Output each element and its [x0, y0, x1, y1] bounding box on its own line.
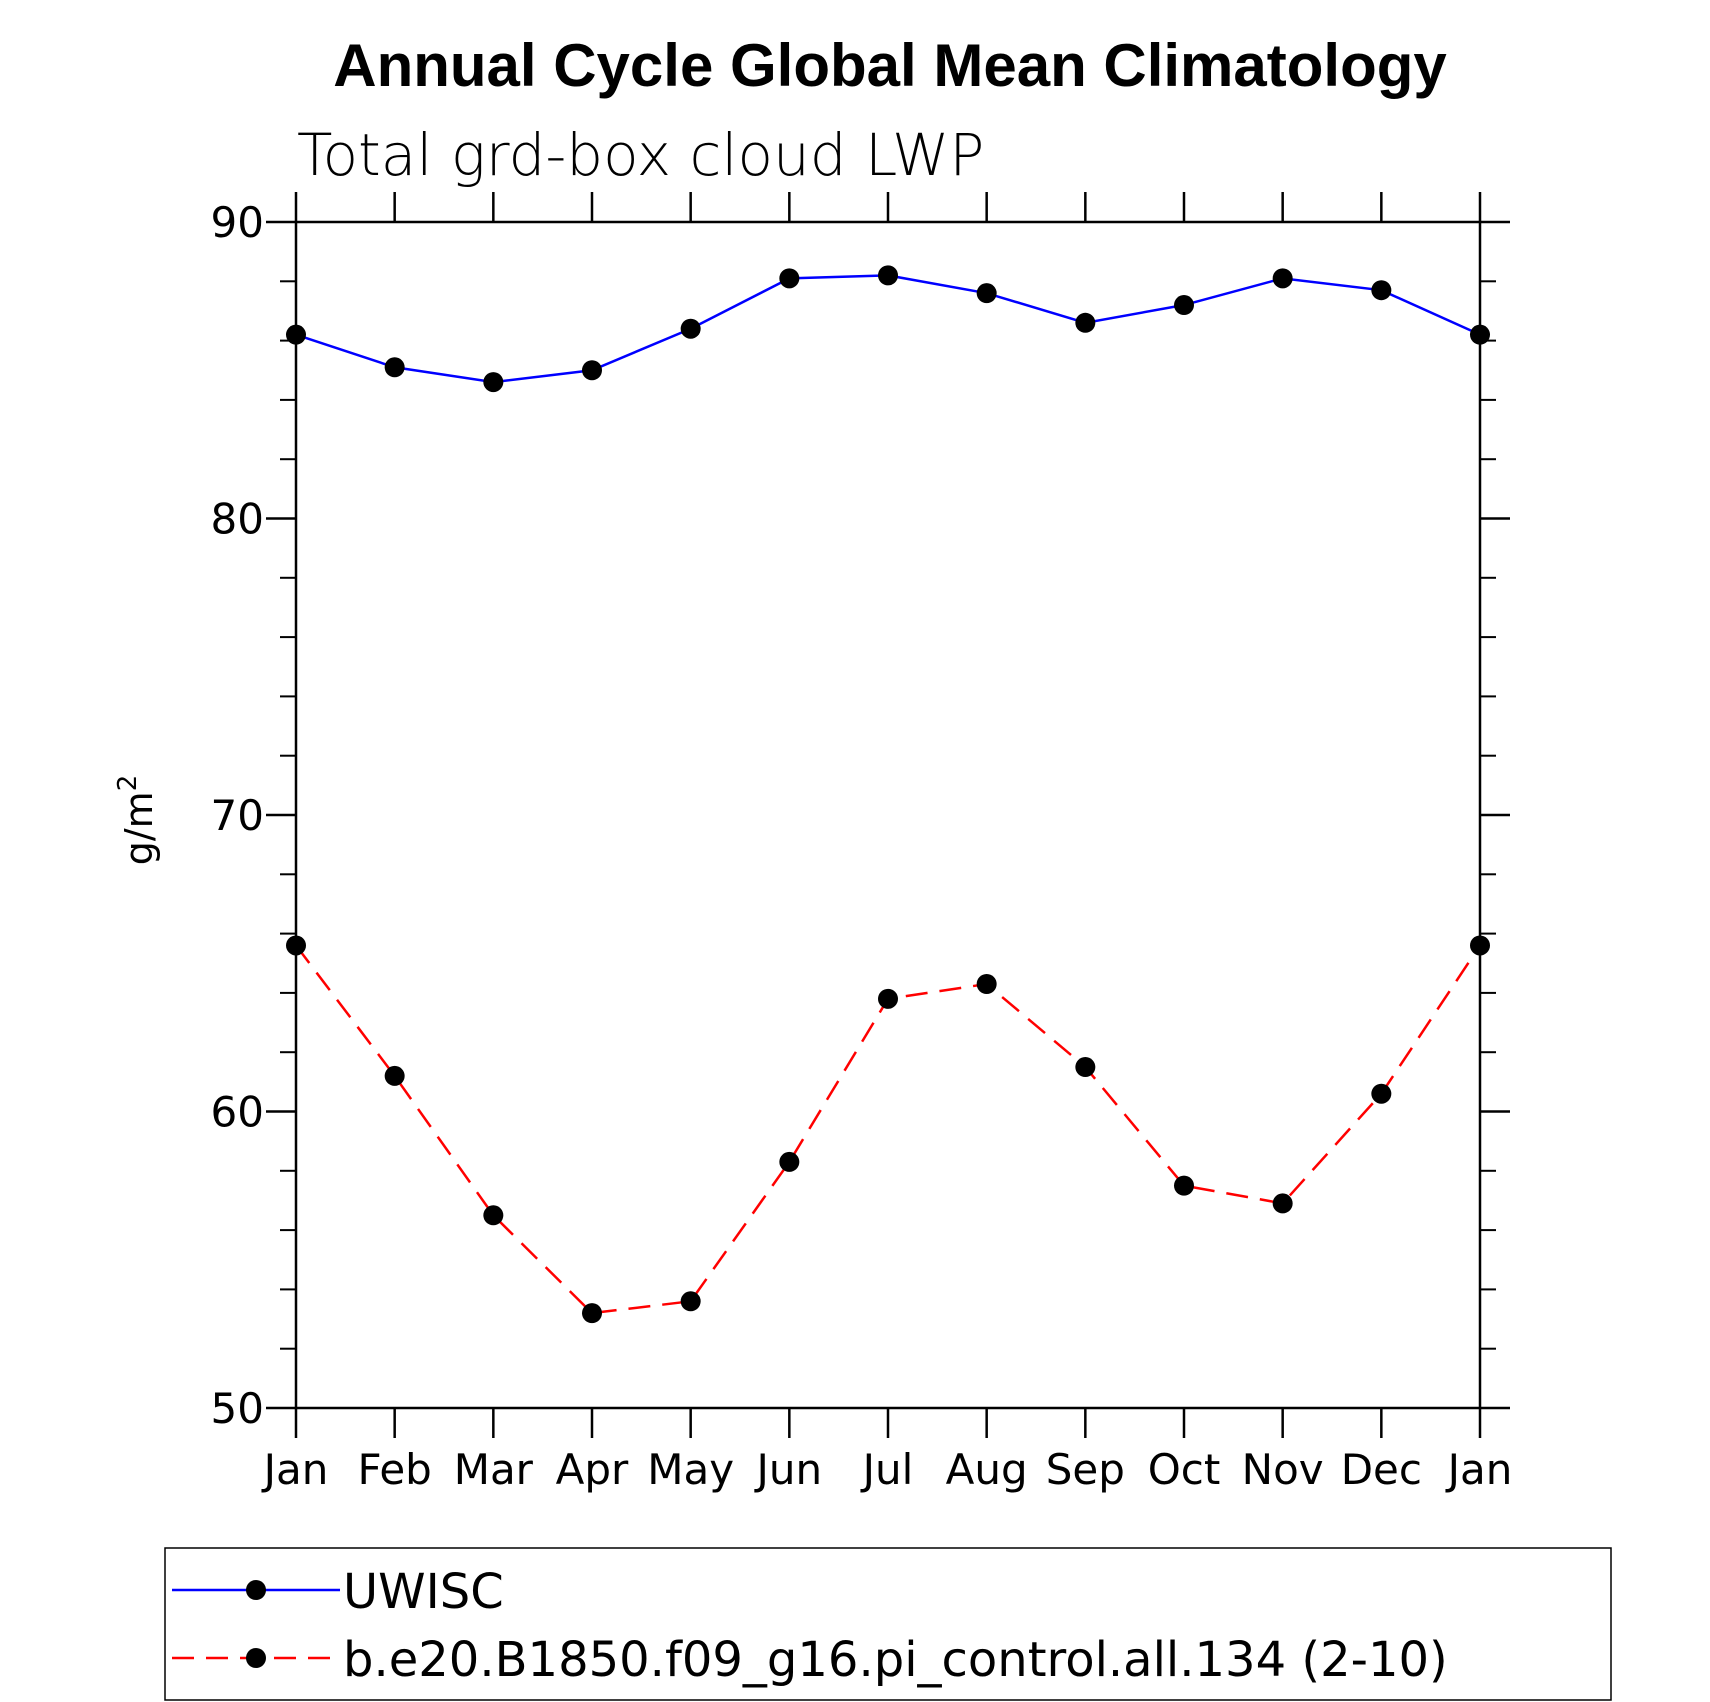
series-1-point: [483, 1205, 504, 1226]
legend-box: [164, 1547, 1612, 1701]
series-1-point: [286, 935, 306, 956]
series-1-point: [582, 1303, 602, 1324]
x-tick-label: Oct: [1148, 1445, 1221, 1494]
series-0-point: [483, 372, 504, 393]
series-1-point: [878, 988, 898, 1009]
y-axis-label-text: g/m: [117, 791, 161, 865]
series-0-point: [1174, 295, 1194, 316]
y-tick-label: 90: [211, 198, 264, 247]
x-tick-label: Dec: [1341, 1445, 1422, 1494]
series-1-point: [1174, 1175, 1194, 1196]
x-tick-label: May: [647, 1445, 734, 1494]
legend-label-model: b.e20.B1850.f09_g16.pi_control.all.134 (…: [343, 1632, 1448, 1688]
y-tick-label: 50: [211, 1384, 264, 1433]
x-tick-label: Feb: [357, 1445, 431, 1494]
series-0-point: [878, 265, 898, 286]
series-1-point: [779, 1151, 800, 1172]
legend-marker-uwisc: [246, 1580, 266, 1600]
series-line-0: [295, 274, 1481, 384]
series-layer: [286, 265, 1490, 1324]
chart-subtitle: Total grd-box cloud LWP: [297, 121, 984, 189]
x-tick-label: Mar: [454, 1445, 534, 1494]
x-tick-label: Nov: [1242, 1445, 1324, 1494]
x-tick-label: Aug: [946, 1445, 1028, 1494]
chart-title: Annual Cycle Global Mean Climatology: [333, 32, 1447, 99]
plot-frame: [294, 220, 1482, 1410]
series-1-point: [1272, 1193, 1293, 1214]
series-0-point: [1075, 312, 1096, 333]
series-0-point: [779, 268, 800, 289]
series-1-point: [680, 1291, 701, 1312]
series-0-point: [976, 283, 997, 304]
x-tick-label: Jul: [860, 1445, 914, 1494]
series-0-point: [582, 360, 602, 381]
y-axis-label: g/m2: [113, 775, 161, 866]
svg-text:g/m2: g/m2: [113, 775, 161, 866]
y-tick-label: 70: [211, 791, 264, 840]
series-1-point: [1470, 935, 1490, 956]
legend-marker-model: [246, 1648, 266, 1668]
x-tick-label: Jun: [754, 1445, 823, 1494]
series-0-point: [1371, 280, 1392, 301]
legend: UWISC b.e20.B1850.f09_g16.pi_control.all…: [164, 1547, 1612, 1701]
y-axis-label-superscript: 2: [113, 775, 143, 792]
x-tick-label: Jan: [1445, 1445, 1513, 1494]
x-tick-label: Apr: [556, 1445, 629, 1494]
series-0-point: [384, 357, 405, 378]
axes: Jan Feb Mar Apr May Jun Jul Aug Sep Oct Nov Dec Jan 5…: [211, 192, 1513, 1494]
series-1-point: [1371, 1083, 1392, 1104]
series-1-point: [1075, 1057, 1096, 1078]
y-tick-label: 60: [211, 1088, 264, 1137]
x-tick-label: Jan: [261, 1445, 329, 1494]
series-0-point: [286, 324, 306, 345]
series-0-point: [1470, 324, 1490, 345]
series-0-point: [680, 318, 701, 339]
y-tick-label: 80: [211, 495, 264, 544]
series-1-point: [384, 1065, 405, 1086]
series-0-point: [1272, 268, 1293, 289]
x-tick-label: Sep: [1046, 1445, 1125, 1494]
legend-label-uwisc: UWISC: [343, 1564, 504, 1620]
series-1-point: [976, 974, 997, 995]
